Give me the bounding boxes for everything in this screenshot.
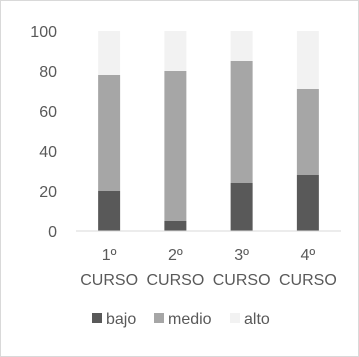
bar-alto — [296, 31, 319, 89]
legend-swatch-bajo — [92, 313, 102, 323]
x-tick-label: CURSO — [80, 272, 138, 289]
x-tick-label: 2º — [168, 247, 183, 264]
y-tick-label: 20 — [39, 184, 57, 201]
bar-bajo — [296, 175, 319, 231]
y-tick-label: 100 — [30, 24, 57, 41]
x-tick-label: CURSO — [146, 272, 204, 289]
bar-medio — [164, 71, 187, 221]
bar-alto — [98, 31, 121, 75]
legend-label-bajo: bajo — [106, 311, 136, 328]
x-tick-label: 4º — [301, 247, 316, 264]
bar-bajo — [230, 183, 253, 231]
bar-bajo — [164, 221, 187, 231]
x-tick-label: CURSO — [213, 272, 271, 289]
legend-swatch-medio — [154, 313, 164, 323]
y-tick-label: 40 — [39, 144, 57, 161]
legend-swatch-alto — [230, 313, 240, 323]
y-tick-label: 80 — [39, 64, 57, 81]
x-tick-label: 1º — [102, 247, 117, 264]
bar-alto — [230, 31, 253, 61]
legend-label-alto: alto — [244, 311, 270, 328]
bar-alto — [164, 31, 187, 71]
bar-bajo — [98, 191, 121, 231]
bar-medio — [296, 89, 319, 175]
bar-medio — [98, 75, 121, 191]
x-tick-label: CURSO — [279, 272, 337, 289]
bar-medio — [230, 61, 253, 183]
y-tick-label: 0 — [48, 224, 57, 241]
y-tick-label: 60 — [39, 104, 57, 121]
legend-label-medio: medio — [168, 311, 212, 328]
x-tick-label: 3º — [234, 247, 249, 264]
